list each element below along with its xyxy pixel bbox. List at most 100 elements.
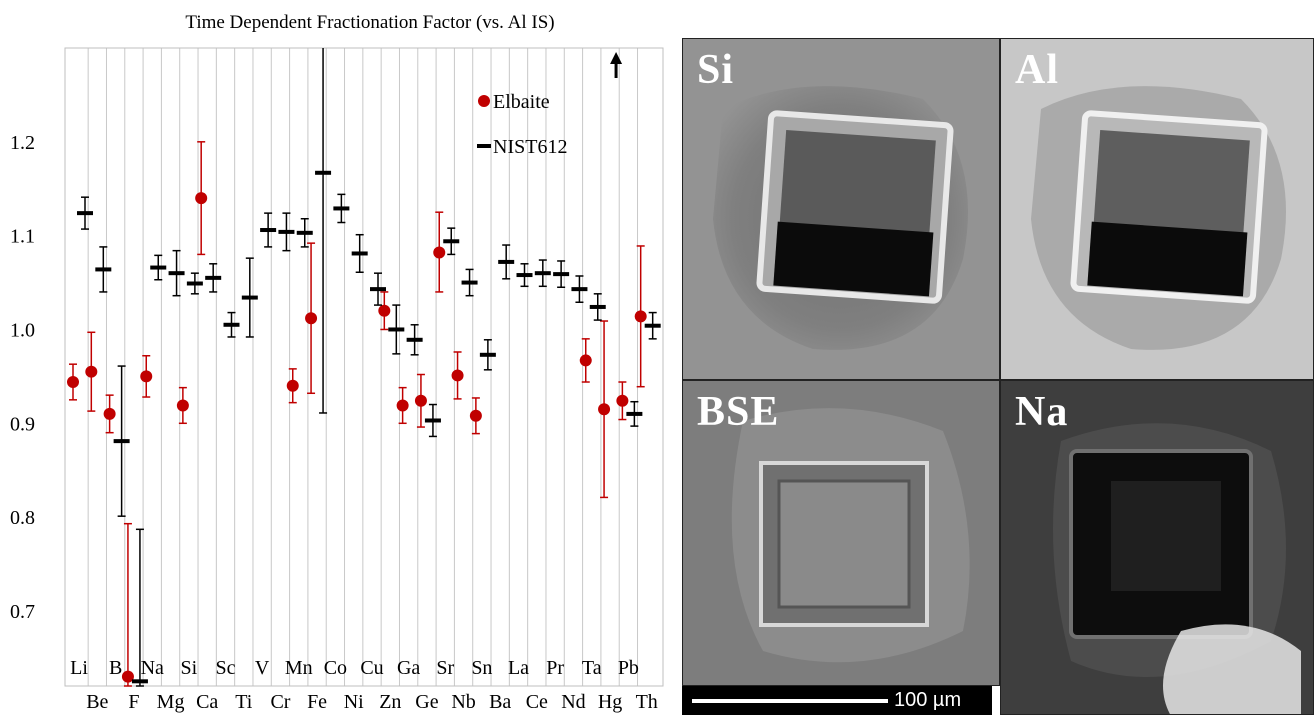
x-tick-label-sn: Sn <box>471 657 492 679</box>
data-series <box>67 48 661 687</box>
x-tick-label-fe: Fe <box>307 691 327 713</box>
point-nist612-sn <box>479 352 496 357</box>
x-tick-label-cu: Cu <box>360 657 383 679</box>
point-nist612-ce <box>534 271 551 276</box>
point-elbaite-b <box>103 407 116 420</box>
x-tick-label-ce: Ce <box>526 691 548 713</box>
na-map-panel: Na <box>1000 380 1314 715</box>
x-tick-label-co: Co <box>324 657 347 679</box>
point-elbaite-fe <box>305 312 318 325</box>
point-elbaite-sr <box>433 246 446 259</box>
point-nist612-cu <box>370 287 386 292</box>
x-tick-label-la: La <box>508 657 529 679</box>
legend-label-nist612: NIST612 <box>493 136 567 158</box>
point-nist612-ca <box>205 275 222 280</box>
al-label: Al <box>1015 47 1059 93</box>
point-nist612-ta <box>589 304 606 309</box>
na-map-image <box>1001 381 1313 714</box>
point-nist612-ti <box>241 295 258 300</box>
point-nist612-zn <box>388 327 405 332</box>
point-elbaite-sn <box>469 409 482 422</box>
plot-frame <box>64 47 664 687</box>
x-tick-label-si: Si <box>181 657 198 679</box>
x-tick-label-pb: Pb <box>618 657 639 679</box>
point-nist612-th <box>644 323 661 328</box>
point-nist612-li <box>77 211 93 216</box>
x-tick-label-ta: Ta <box>582 657 602 679</box>
x-tick-label-mg: Mg <box>157 691 185 713</box>
point-nist612-sc <box>223 322 240 327</box>
scale-bar-label: 100 µm <box>894 689 962 711</box>
point-nist612-ni <box>351 251 368 256</box>
x-tick-label-v: V <box>255 657 270 679</box>
x-tick-label-ge: Ge <box>415 691 438 713</box>
chart-legend: Elbaite NIST612 <box>477 91 567 158</box>
x-tick-label-sc: Sc <box>216 657 236 679</box>
si-label: Si <box>697 47 735 93</box>
x-tick-label-cr: Cr <box>270 691 290 713</box>
point-elbaite-f <box>121 670 134 683</box>
point-nist612-la <box>516 273 533 278</box>
point-elbaite-ca <box>195 192 208 205</box>
x-tick-label-f: F <box>128 691 139 713</box>
point-nist612-v <box>260 228 277 233</box>
point-elbaite-mn <box>286 379 299 392</box>
point-nist612-pb <box>626 411 643 416</box>
point-elbaite-pb <box>616 394 629 407</box>
si-map-panel: Si <box>682 38 1000 380</box>
offscale-arrow <box>610 52 623 78</box>
x-tick-label-nb: Nb <box>451 691 475 713</box>
chart-title: Time Dependent Fractionation Factor (vs.… <box>185 12 554 33</box>
point-nist612-ba <box>498 259 515 264</box>
arrow-head <box>610 52 623 64</box>
x-tick-label-ti: Ti <box>235 691 253 713</box>
point-nist612-ga <box>406 337 423 342</box>
point-nist612-nb <box>461 280 478 285</box>
point-elbaite-ge <box>414 394 427 407</box>
x-tick-label-nd: Nd <box>561 691 585 713</box>
x-tick-label-ni: Ni <box>344 691 364 713</box>
fractionation-chart: Time Dependent Fractionation Factor (vs.… <box>10 12 664 713</box>
x-tick-label-pr: Pr <box>546 657 564 679</box>
point-nist612-na <box>150 265 167 270</box>
scale-bar: 100 µm <box>682 686 992 715</box>
al-map-image <box>1001 39 1313 379</box>
y-tick-label: 1.1 <box>10 226 35 248</box>
series-nist612 <box>77 48 661 687</box>
point-nist612-mg <box>168 271 185 276</box>
point-nist612-fe <box>315 170 332 175</box>
legend-marker-nist612 <box>477 144 491 148</box>
x-tick-label-hg: Hg <box>598 691 622 713</box>
bse-image <box>683 381 999 685</box>
y-tick-label: 1.2 <box>10 132 35 154</box>
point-nist612-sr <box>443 239 460 244</box>
point-nist612-mn <box>296 230 313 235</box>
point-elbaite-hg <box>598 403 611 416</box>
x-tick-label-th: Th <box>636 691 658 713</box>
grid-lines <box>87 48 639 686</box>
y-tick-label: 0.7 <box>10 601 35 623</box>
x-tick-label-ga: Ga <box>397 657 420 679</box>
point-elbaite-zn <box>378 304 391 317</box>
bse-image-panel: BSE <box>682 380 1000 686</box>
series-elbaite <box>67 141 647 687</box>
na-label: Na <box>1015 389 1069 435</box>
x-tick-label-sr: Sr <box>436 657 454 679</box>
si-map-image <box>683 39 999 379</box>
point-nist612-cr <box>278 229 295 234</box>
x-tick-label-ba: Ba <box>489 691 511 713</box>
axes <box>64 47 664 687</box>
point-nist612-co <box>333 206 350 211</box>
point-elbaite-nb <box>451 369 464 382</box>
point-nist612-ge <box>424 418 441 423</box>
point-elbaite-si <box>176 399 189 412</box>
x-tick-label-b: B <box>109 657 122 679</box>
legend-marker-elbaite <box>478 95 490 107</box>
x-tick-label-li: Li <box>70 657 88 679</box>
x-tick-label-na: Na <box>141 657 164 679</box>
point-elbaite-ta <box>579 354 592 367</box>
point-nist612-be <box>95 267 112 272</box>
x-tick-label-be: Be <box>86 691 108 713</box>
al-map-panel: Al <box>1000 38 1314 380</box>
point-nist612-pr <box>553 272 570 277</box>
